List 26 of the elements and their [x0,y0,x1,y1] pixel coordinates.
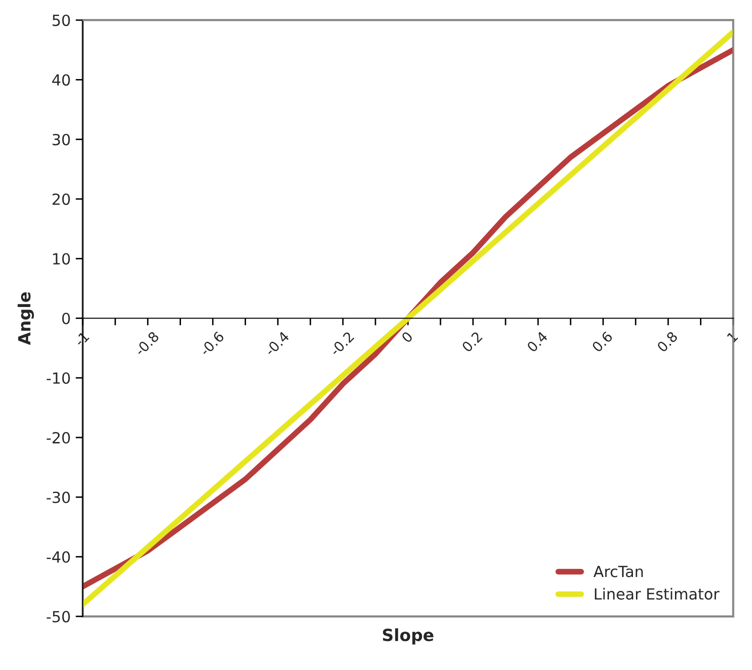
x-tick-label: 0.8 [656,330,678,353]
y-tick-label: 50 [52,14,70,26]
y-tick-label: 40 [52,74,70,86]
x-tick-label: 0.2 [461,331,483,353]
y-tick-label: 30 [52,134,70,146]
x-tick-label: 0.4 [526,330,548,353]
legend-label: ArcTan [594,566,643,578]
x-tick-label: 0 [400,330,414,344]
y-tick-label: 20 [52,193,70,206]
y-tick-label: -20 [46,432,70,444]
y-axis-title: Angle [18,292,34,346]
x-tick-label: 0.6 [591,330,614,353]
y-tick-label: 0 [62,312,70,324]
x-tick-label: -0.6 [199,330,225,356]
x-tick-label: -0.4 [264,330,290,356]
x-tick-label: -0.2 [329,331,354,356]
y-tick-label: -50 [46,610,70,622]
y-tick-label: -40 [46,551,70,563]
x-tick-label: -0.8 [134,330,160,356]
legend-label: Linear Estimator [594,588,720,600]
y-tick-label: -10 [46,372,70,384]
x-tick-label: -1 [74,331,90,347]
x-tick-label: 1 [726,331,738,343]
y-tick-label: -30 [46,492,70,504]
y-tick-label: 10 [53,253,70,265]
x-axis-title: Slope [382,628,434,644]
